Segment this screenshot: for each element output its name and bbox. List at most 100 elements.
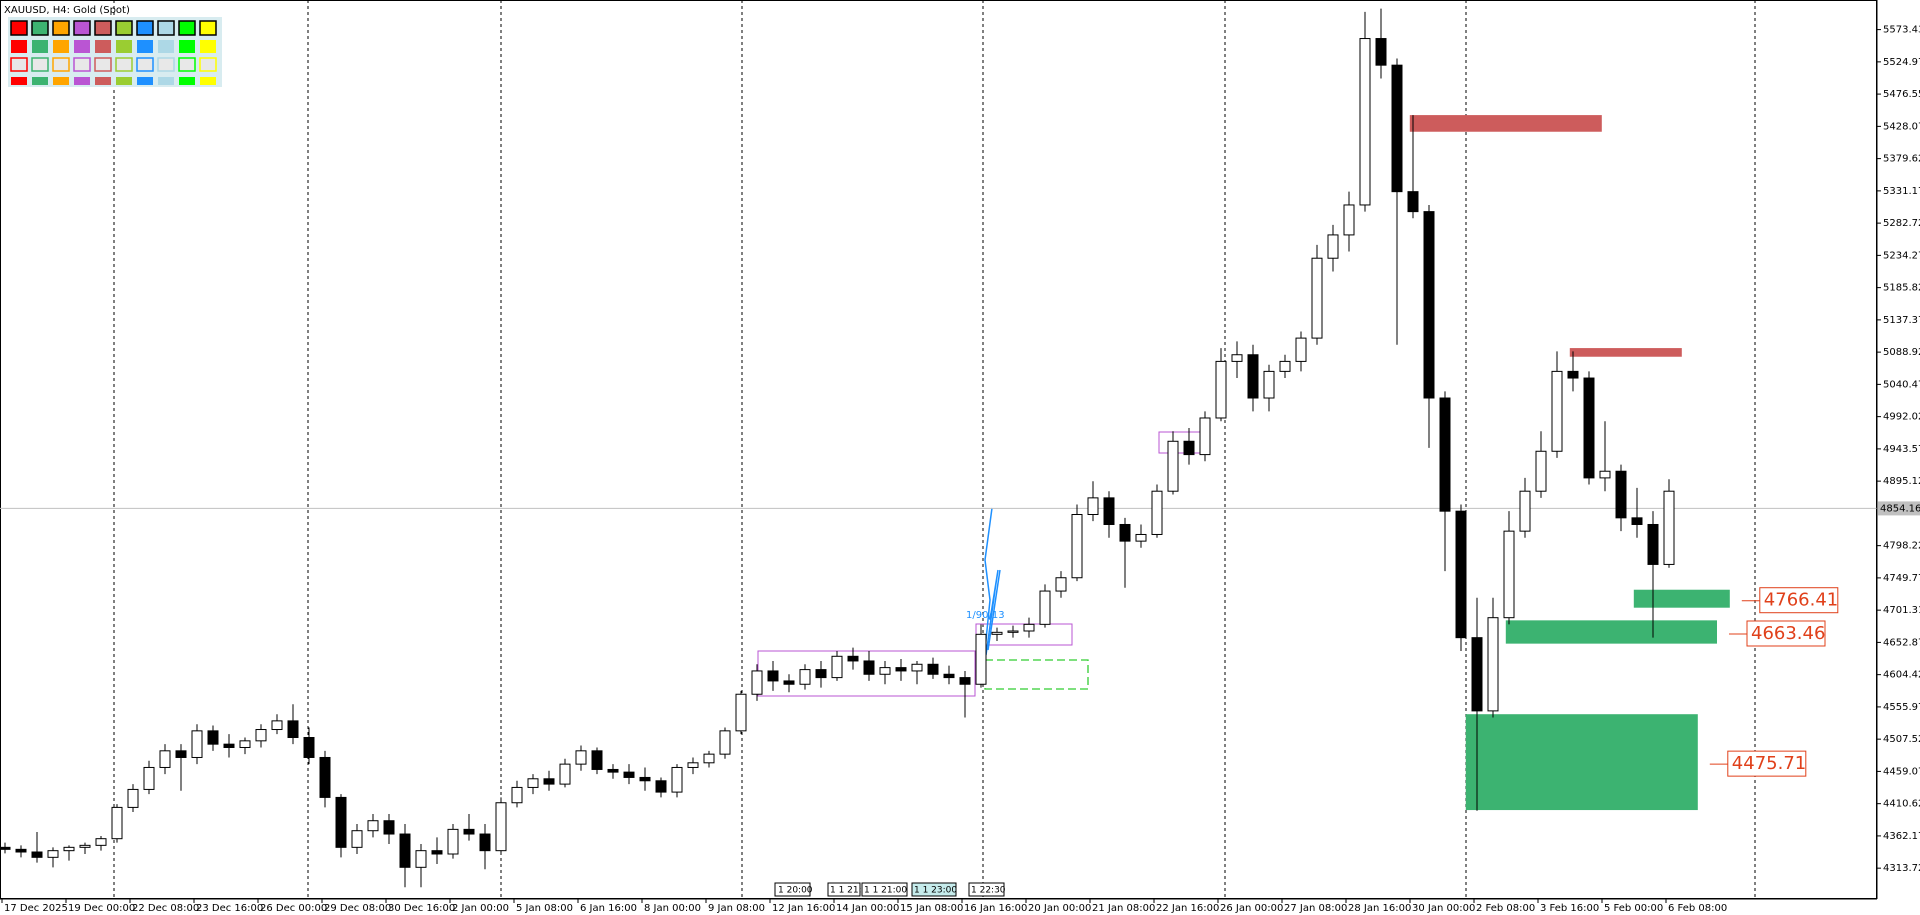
candle-body [719, 730, 731, 755]
x-tick-label: 5 Feb 00:00 [1604, 903, 1663, 914]
swatch [116, 40, 132, 53]
x-tick-label: 15 Jan 08:00 [900, 903, 963, 914]
swatch [10, 57, 28, 72]
candle-body [671, 766, 683, 793]
swatch [53, 40, 69, 53]
y-tick-label: 5476.55 [1883, 89, 1920, 100]
swatch [158, 40, 174, 53]
candle-body [271, 720, 283, 731]
candle-body [1311, 257, 1323, 339]
candle-body [847, 655, 859, 662]
candle-body [1423, 211, 1435, 399]
swatch [137, 77, 153, 85]
x-tick-label: 22 Dec 08:00 [132, 903, 199, 914]
candle-body [1471, 637, 1483, 712]
y-tick-label: 4895.12 [1883, 476, 1920, 487]
x-tick-label: 30 Dec 16:00 [388, 903, 455, 914]
x-tick-label: 3 Feb 16:00 [1540, 903, 1599, 914]
blue-line [987, 569, 1001, 651]
zone [1505, 620, 1717, 644]
candle-body [559, 763, 571, 785]
swatch [179, 77, 195, 85]
candle-body [1263, 370, 1275, 399]
swatch [179, 40, 195, 53]
x-tick-label: 6 Jan 16:00 [580, 903, 637, 914]
y-tick-label: 5137.37 [1883, 315, 1920, 326]
zone-label: 4766.41 [1764, 590, 1838, 611]
candle-body [159, 750, 171, 768]
swatch [136, 57, 154, 72]
zone-label-box [1759, 587, 1839, 614]
y-tick-label: 4507.52 [1883, 734, 1920, 745]
candle-body [735, 693, 747, 732]
candle-body [447, 828, 459, 855]
x-tick-label: 30 Jan 00:00 [1412, 903, 1475, 914]
y-tick-label: 5185.82 [1883, 283, 1920, 294]
x-tick-label: 9 Jan 08:00 [708, 903, 765, 914]
y-tick-label: 4555.97 [1883, 702, 1920, 713]
y-tick-label: 4701.31 [1883, 605, 1920, 616]
candle-body [495, 802, 507, 852]
swatch [95, 77, 111, 85]
candle-body [1167, 440, 1179, 492]
candle-body [895, 667, 907, 672]
y-tick-label: 5428.07 [1883, 121, 1920, 132]
x-tick-label: 22 Jan 16:00 [1156, 903, 1219, 914]
candle-body [111, 806, 123, 840]
candle-body [623, 771, 635, 778]
candle-body [1007, 630, 1019, 633]
dashed-box [984, 659, 1089, 690]
y-tick-label: 4798.22 [1883, 541, 1920, 552]
x-tick-label: 27 Jan 08:00 [1284, 903, 1347, 914]
candle-body [367, 820, 379, 832]
candle-body [575, 750, 587, 765]
candle-body [1231, 354, 1243, 362]
swatch [200, 40, 216, 53]
candle-body [79, 844, 91, 848]
swatch [52, 20, 70, 36]
candle-body [639, 776, 651, 782]
candle-body [1407, 191, 1419, 213]
y-tick-label: 5282.72 [1883, 218, 1920, 229]
swatch [200, 77, 216, 85]
drawings: 1/90/13 [757, 431, 1201, 697]
candle-body [47, 850, 59, 858]
candle-body [1663, 490, 1675, 565]
swatch [11, 77, 27, 85]
candle-body [463, 828, 475, 835]
price-axis-bg [1877, 0, 1920, 915]
candle-body [255, 729, 267, 742]
x-tick-label: 2 Jan 00:00 [452, 903, 509, 914]
y-tick-label: 5088.92 [1883, 347, 1920, 358]
candle-body [1599, 470, 1611, 479]
candle-body [1439, 397, 1451, 512]
swatch [32, 77, 48, 85]
candle-body [351, 830, 363, 848]
x-tick-label: 29 Dec 08:00 [324, 903, 391, 914]
candle-body [831, 655, 843, 679]
y-tick-label: 4604.42 [1883, 670, 1920, 681]
candle-body [1647, 523, 1659, 565]
time-marker-box [968, 882, 1005, 897]
time-marker-box [774, 882, 811, 897]
blue-line [983, 507, 993, 661]
candle-body [607, 768, 619, 773]
swatch [10, 20, 28, 36]
swatch [115, 20, 133, 36]
swatch [94, 57, 112, 72]
candle-body [767, 670, 779, 682]
candle-body [751, 670, 763, 695]
candle-body [591, 750, 603, 770]
candle-body [1487, 617, 1499, 712]
swatch [73, 57, 91, 72]
candle-body [1183, 440, 1195, 456]
candle-body [1071, 514, 1083, 579]
candle-body [799, 669, 811, 685]
swatch [95, 40, 111, 53]
zone-label-box [1727, 750, 1807, 777]
y-tick-label: 4652.87 [1883, 637, 1920, 648]
x-tick-label: 26 Dec 00:00 [260, 903, 327, 914]
candle-body [207, 730, 219, 745]
candle-body [143, 766, 155, 790]
